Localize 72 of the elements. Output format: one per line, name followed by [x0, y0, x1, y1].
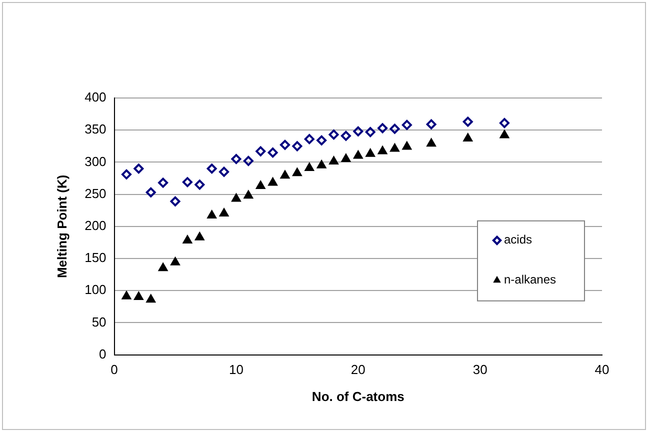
point — [304, 134, 314, 144]
x-axis-title: No. of C-atoms — [312, 388, 404, 404]
point — [158, 178, 168, 188]
y-tick-label: 250 — [84, 186, 106, 201]
y-tick-label: 200 — [84, 218, 106, 233]
point — [231, 154, 242, 164]
point — [256, 146, 266, 156]
point — [366, 148, 376, 157]
x-tick-label: 30 — [472, 362, 488, 378]
y-tick-label: 0 — [99, 346, 106, 362]
point — [170, 196, 180, 206]
point — [219, 208, 229, 217]
y-axis-title: Melting Point (K) — [54, 174, 70, 278]
point — [146, 294, 156, 303]
point — [134, 292, 144, 300]
point — [134, 164, 144, 174]
point — [402, 141, 412, 150]
y-tick-label: 50 — [92, 314, 106, 330]
point — [499, 118, 510, 128]
point — [170, 256, 180, 266]
point — [244, 190, 254, 199]
point — [219, 166, 230, 177]
point — [353, 126, 364, 136]
point — [122, 290, 132, 300]
x-tick-label: 20 — [350, 362, 366, 378]
y-tick-label: 300 — [84, 154, 106, 169]
point — [231, 193, 242, 202]
point — [378, 146, 388, 154]
point — [462, 116, 473, 127]
point — [500, 130, 510, 138]
point — [390, 143, 400, 152]
point — [182, 177, 192, 188]
point — [378, 123, 388, 134]
y-tick-label: 100 — [84, 282, 106, 298]
y-tick-label: 150 — [84, 250, 106, 266]
point — [280, 140, 290, 150]
point — [194, 180, 205, 190]
point — [365, 127, 376, 138]
point — [328, 156, 339, 165]
point — [340, 130, 351, 141]
point — [243, 156, 254, 166]
point — [268, 177, 278, 186]
point — [280, 170, 290, 179]
point — [194, 232, 204, 240]
point — [292, 168, 302, 176]
point — [292, 141, 302, 152]
point — [328, 130, 339, 140]
point — [463, 132, 473, 142]
point — [341, 153, 351, 162]
y-tick-label: 350 — [84, 122, 106, 137]
x-tick-label: 40 — [594, 362, 610, 378]
point — [206, 164, 217, 174]
point — [207, 210, 217, 218]
point — [353, 150, 363, 159]
point — [316, 135, 327, 146]
point — [402, 120, 412, 130]
point — [121, 169, 132, 180]
point — [268, 148, 278, 158]
point — [426, 119, 436, 130]
legend-label: acids — [504, 232, 532, 247]
point — [304, 162, 314, 171]
point — [390, 124, 400, 134]
point — [426, 138, 436, 147]
point — [182, 235, 192, 244]
x-tick-label: 0 — [110, 362, 118, 378]
x-tick-label: 10 — [228, 362, 244, 378]
point — [316, 160, 326, 168]
point — [158, 262, 168, 272]
legend-label: n-alkanes — [504, 272, 556, 287]
y-tick-label: 400 — [84, 90, 106, 105]
point — [146, 187, 156, 198]
point — [256, 180, 266, 189]
